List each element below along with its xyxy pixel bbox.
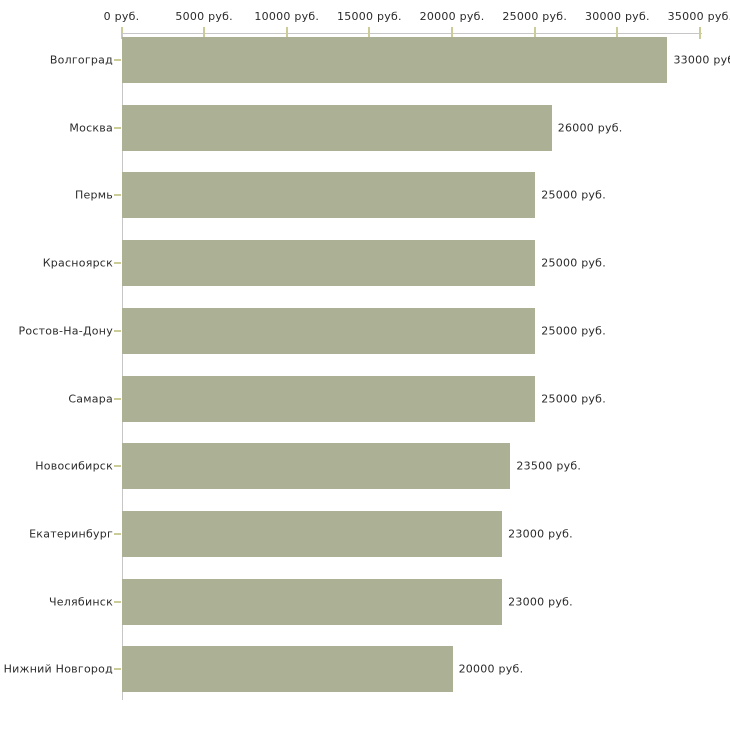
bar xyxy=(122,646,453,693)
x-axis-tick xyxy=(203,27,206,39)
category-label: Нижний Новгород xyxy=(3,662,113,676)
category-label: Екатеринбург xyxy=(29,527,113,541)
x-axis-tick xyxy=(533,27,536,39)
value-label: 33000 руб. xyxy=(673,53,730,67)
bar xyxy=(122,578,503,625)
y-axis-tick xyxy=(114,668,121,671)
y-axis-tick xyxy=(114,126,121,129)
value-label: 25000 руб. xyxy=(541,324,606,338)
x-tick-label: 5000 руб. xyxy=(175,10,233,23)
y-axis-tick xyxy=(114,533,121,536)
x-axis-tick xyxy=(285,27,288,39)
category-label: Новосибирск xyxy=(35,459,113,473)
x-tick-label: 35000 руб. xyxy=(667,10,730,23)
category-label: Москва xyxy=(69,121,113,135)
x-axis-tick xyxy=(368,27,371,39)
x-tick-label: 0 руб. xyxy=(103,10,140,23)
x-tick-label: 10000 руб. xyxy=(254,10,320,23)
value-label: 25000 руб. xyxy=(541,392,606,406)
value-label: 25000 руб. xyxy=(541,256,606,270)
x-tick-label: 15000 руб. xyxy=(337,10,402,23)
bar xyxy=(122,104,552,151)
x-axis-tick xyxy=(616,27,619,39)
y-axis-tick xyxy=(114,329,121,332)
y-axis-tick xyxy=(114,600,121,603)
category-label: Волгоград xyxy=(49,53,113,67)
x-tick-label: 20000 руб. xyxy=(419,10,485,23)
x-axis-tick xyxy=(451,27,454,39)
category-label: Пермь xyxy=(74,188,113,202)
value-label: 20000 руб. xyxy=(458,662,524,676)
bar xyxy=(122,443,511,490)
y-axis-tick xyxy=(114,262,121,265)
y-axis-tick xyxy=(114,397,121,400)
category-label: Ростов-На-Дону xyxy=(18,324,113,338)
bar xyxy=(122,240,536,287)
x-tick-label: 30000 руб. xyxy=(584,10,650,23)
value-label: 25000 руб. xyxy=(541,188,606,202)
category-label: Челябинск xyxy=(48,595,113,609)
bar xyxy=(122,172,536,219)
bar xyxy=(122,511,503,558)
y-axis-line xyxy=(121,33,123,700)
y-axis-tick xyxy=(114,465,121,468)
bar xyxy=(122,37,668,83)
x-axis-tick xyxy=(699,27,701,39)
x-tick-label: 25000 руб. xyxy=(502,10,568,23)
y-axis-tick xyxy=(114,194,121,197)
x-axis-line xyxy=(121,33,702,34)
value-label: 23000 руб. xyxy=(508,527,573,541)
value-label: 23000 руб. xyxy=(508,595,573,609)
category-label: Самара xyxy=(68,392,113,406)
value-label: 26000 руб. xyxy=(557,121,623,135)
bar xyxy=(122,375,536,422)
y-axis-tick xyxy=(114,59,121,61)
value-label: 23500 руб. xyxy=(516,459,582,473)
bar xyxy=(122,307,536,354)
category-label: Красноярск xyxy=(42,256,113,270)
